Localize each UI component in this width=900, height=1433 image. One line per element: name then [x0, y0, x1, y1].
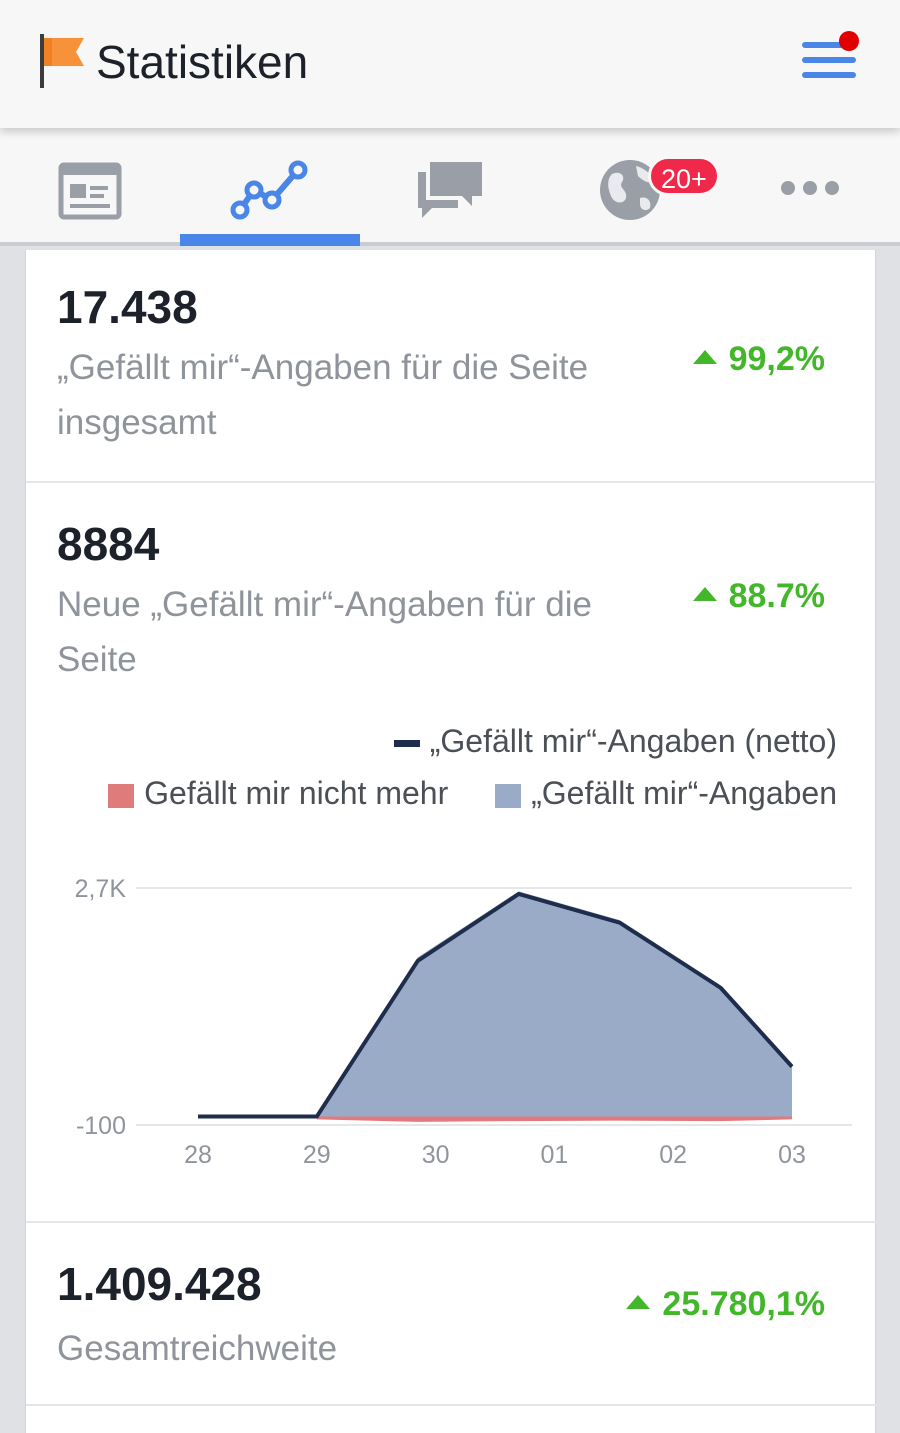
new-likes-chart: 2,7K -100 28 29 30 01 02 03 [75, 875, 852, 1169]
trend-up-icon [692, 587, 717, 601]
metric-value: 1.409.428 [57, 1258, 262, 1310]
metric-change: 25.780,1% [626, 1285, 825, 1324]
menu-button[interactable] [798, 30, 864, 90]
legend-item-unlikes: Gefällt mir nicht mehr [108, 775, 448, 811]
notification-dot [839, 31, 859, 51]
active-tab-indicator [180, 234, 360, 246]
x-tick-label: 30 [422, 1141, 450, 1169]
tab-notifications[interactable] [540, 128, 720, 246]
more-dots-icon [781, 181, 839, 195]
metric-total-likes[interactable]: 17.438 „Gefällt mir“-Angaben für die Sei… [26, 250, 877, 483]
trend-up-icon [692, 350, 717, 364]
tab-page[interactable] [0, 128, 180, 246]
legend-item-likes: „Gefällt mir“-Angaben [495, 775, 837, 811]
notification-badge: 20+ [648, 156, 720, 196]
legend-label: „Gefällt mir“-Angaben [531, 775, 837, 811]
insights-card: 17.438 „Gefällt mir“-Angaben für die Sei… [25, 250, 877, 1433]
y-tick-label: -100 [76, 1112, 126, 1140]
legend-swatch-net [393, 740, 420, 748]
x-tick-label: 02 [659, 1141, 687, 1169]
trend-up-icon [626, 1295, 651, 1309]
flag-icon [40, 34, 84, 88]
metric-value: 8884 [57, 518, 160, 570]
metric-change: 99,2% [692, 340, 825, 379]
line-chart-icon [230, 160, 308, 220]
legend-swatch-likes [495, 783, 522, 808]
chat-bubbles-icon [418, 162, 482, 218]
legend-item-net: „Gefällt mir“-Angaben (netto) [393, 723, 837, 760]
metric-change-value: 25.780,1% [662, 1285, 825, 1323]
x-tick-label: 28 [184, 1141, 212, 1169]
metric-total-reach[interactable]: 1.409.428 Gesamtreichweite 25.780,1% [26, 1223, 877, 1406]
legend-swatch-unlikes [108, 783, 135, 808]
y-tick-label: 2,7K [75, 875, 127, 903]
metric-label: Neue „Gefällt mir“-Angaben für die Seite [57, 585, 592, 679]
page-icon [58, 162, 122, 220]
legend-label: Gefällt mir nicht mehr [144, 775, 449, 811]
tab-insights[interactable] [180, 128, 360, 246]
x-tick-label: 03 [778, 1141, 806, 1169]
metric-label: Gesamtreichweite [57, 1329, 338, 1368]
metric-change-value: 99,2% [728, 340, 825, 378]
tab-messages[interactable] [360, 128, 540, 246]
metric-label: „Gefällt mir“-Angaben für die Seite insg… [57, 348, 589, 442]
legend-row-two: Gefällt mir nicht mehr „Gefällt mir“-Ang… [108, 775, 837, 812]
legend-label: „Gefällt mir“-Angaben (netto) [429, 723, 837, 759]
page-title: Statistiken [96, 36, 309, 88]
unlikes-area [316, 1116, 792, 1122]
tab-more[interactable] [720, 128, 900, 246]
x-tick-label: 01 [540, 1141, 568, 1169]
globe-icon [600, 160, 660, 220]
metric-change: 88.7% [692, 577, 825, 616]
app-header: Statistiken [0, 0, 900, 128]
metric-new-likes[interactable]: 8884 Neue „Gefällt mir“-Angaben für die … [26, 483, 877, 1223]
metric-change-value: 88.7% [728, 577, 825, 615]
net-likes-line [198, 891, 794, 1119]
hamburger-menu-icon [802, 31, 859, 78]
x-tick-label: 29 [303, 1141, 331, 1169]
metric-value: 17.438 [57, 281, 198, 333]
tab-bar: 20+ [0, 128, 900, 246]
